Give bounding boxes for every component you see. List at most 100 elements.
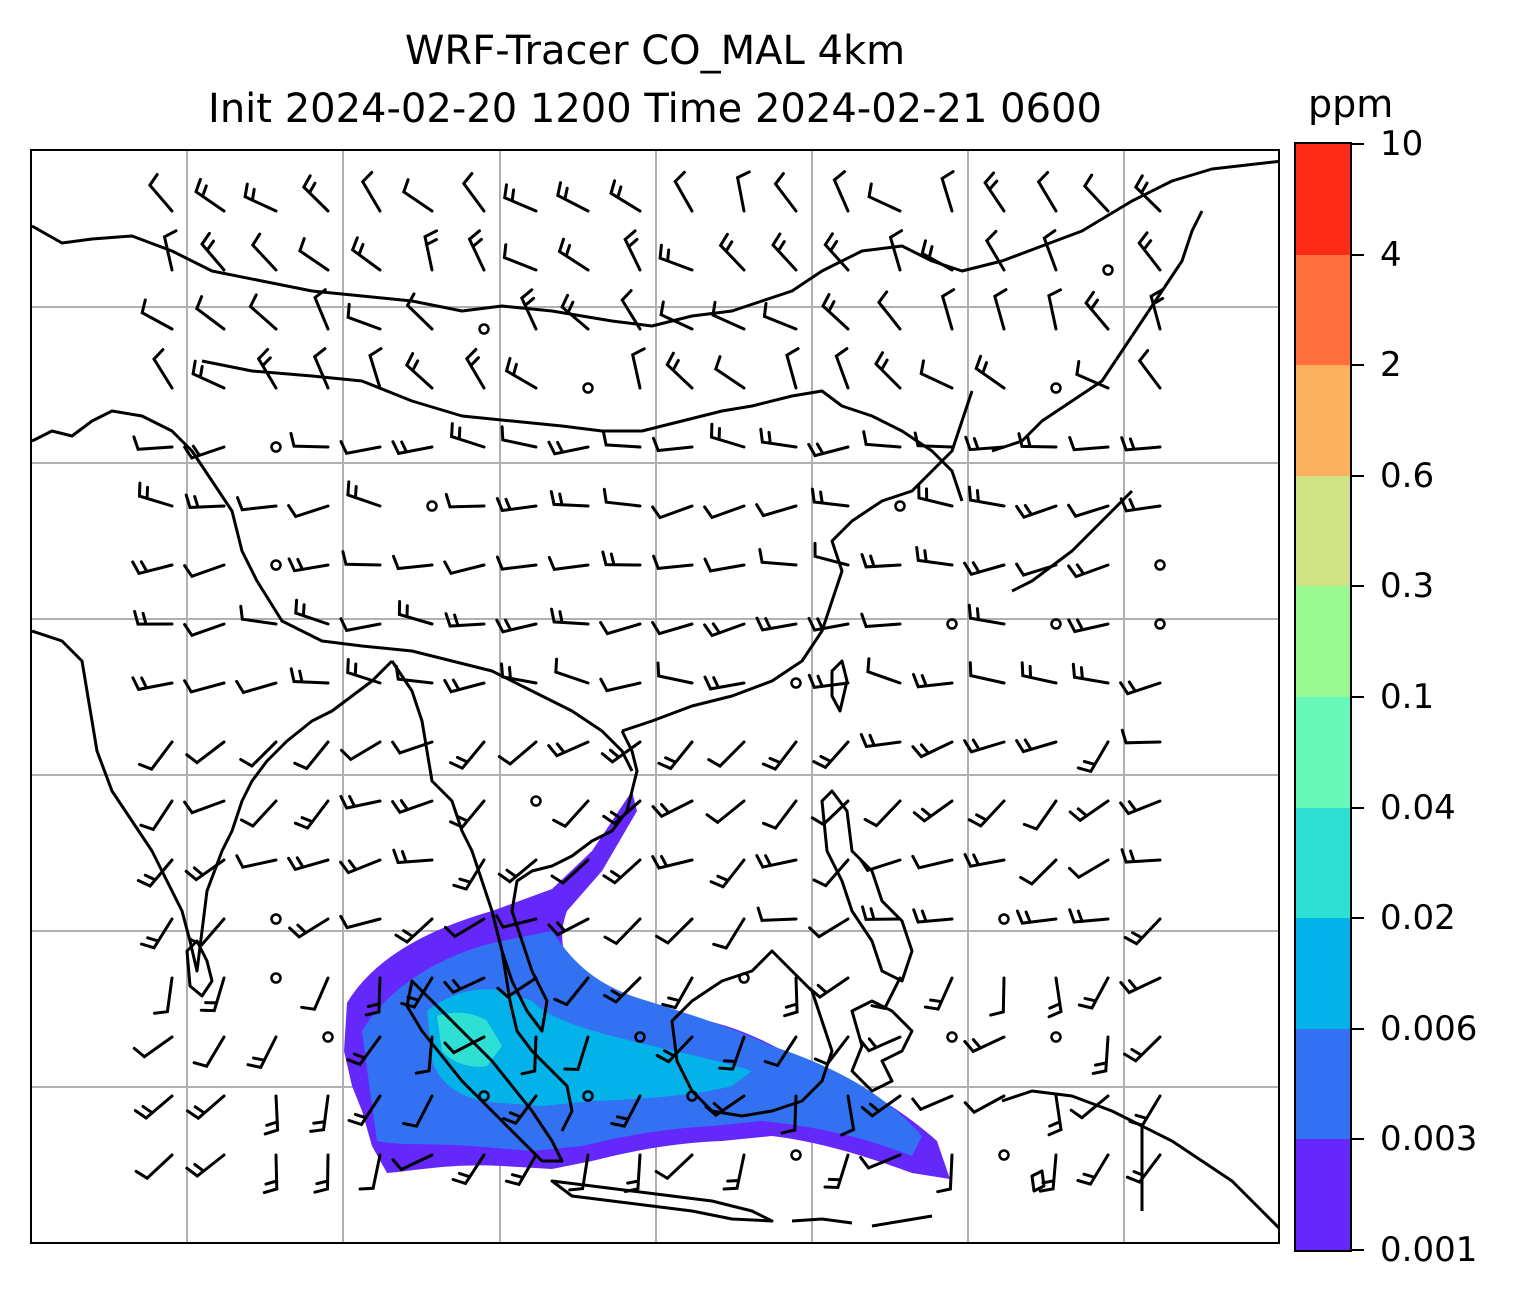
wind-barb [194, 295, 226, 331]
wind-barb [131, 560, 174, 576]
wind-barb [860, 553, 902, 569]
wind-barb [250, 232, 278, 272]
wind-barb [812, 740, 850, 770]
calm-wind-marker [1102, 264, 1114, 276]
colorbar-tick-label: 0.04 [1380, 787, 1456, 828]
wind-barb [807, 616, 850, 632]
wind-barb [967, 603, 1006, 626]
wind-barb [137, 481, 174, 508]
wind-barb [391, 1153, 434, 1172]
wind-barb [759, 427, 798, 449]
coastline-russia-north [32, 159, 1278, 328]
wind-barb [661, 976, 694, 1010]
colorbar-segment [1296, 143, 1350, 255]
wind-barb [568, 1153, 590, 1192]
wind-barb [185, 1153, 226, 1178]
wind-barb [623, 229, 642, 272]
wind-barb [993, 288, 1008, 331]
calm-wind-marker [998, 913, 1010, 925]
wind-barb [560, 293, 590, 331]
coastline-java [550, 1179, 774, 1223]
wind-barb [974, 354, 1006, 390]
wind-barb [368, 347, 383, 390]
colorbar-segment [1296, 585, 1350, 697]
wind-barb [1047, 288, 1062, 331]
wind-barb [339, 440, 382, 455]
colorbar-tick [1352, 364, 1364, 367]
wind-barb [783, 976, 799, 1018]
calm-wind-marker [998, 1149, 1010, 1161]
wind-barb [712, 917, 746, 950]
wind-barb [912, 908, 954, 924]
wind-barb [923, 976, 954, 1011]
wind-barb [443, 678, 486, 694]
wind-barb [1120, 728, 1162, 745]
wind-barb [346, 480, 382, 508]
calm-wind-marker [322, 1031, 334, 1043]
wind-barb [711, 300, 746, 331]
calm-wind-marker [790, 677, 802, 689]
wind-barb [862, 430, 902, 449]
wind-barb [771, 232, 798, 272]
wind-barb [603, 917, 642, 946]
wind-barb [550, 858, 590, 885]
wind-barb [704, 1094, 746, 1118]
calm-wind-marker [790, 1149, 802, 1161]
colorbar-tick [1352, 917, 1364, 920]
wind-barb [963, 738, 1006, 754]
wind-barb [963, 853, 1006, 868]
colorbar-segment [1296, 696, 1350, 808]
wind-barb [1015, 909, 1058, 925]
wind-barb [301, 174, 330, 213]
wind-barb [148, 173, 174, 213]
wind-barb [236, 496, 278, 512]
wind-barb [714, 355, 746, 390]
wind-barb [609, 179, 642, 213]
wind-barb [832, 170, 850, 213]
calm-wind-marker [738, 972, 750, 984]
wind-barb [866, 657, 902, 685]
map-canvas [32, 151, 1278, 1242]
wind-barb [1119, 497, 1162, 513]
wind-barb [1068, 858, 1110, 880]
wind-barb [162, 229, 178, 272]
calm-wind-marker [946, 618, 958, 630]
calm-wind-marker [1154, 559, 1166, 571]
wind-barb [449, 740, 486, 771]
coastline-central-asia [32, 409, 634, 772]
coastline-sri-lanka [185, 939, 214, 998]
wind-barb [239, 604, 278, 626]
wind-barb [1120, 848, 1162, 864]
wind-barb [397, 600, 434, 626]
map-title-line-2: Init 2024-02-20 1200 Time 2024-02-21 060… [208, 86, 1102, 132]
wind-barb [339, 794, 382, 810]
wind-barb [391, 740, 434, 755]
wind-barb [132, 1035, 174, 1059]
coastline-china-east [621, 390, 974, 733]
calm-wind-marker [270, 972, 282, 984]
coastline-new-guinea [1001, 1089, 1278, 1230]
wind-barb [1017, 432, 1058, 449]
wind-barb [294, 598, 330, 626]
wind-barb [443, 976, 486, 995]
wind-barb [867, 182, 902, 213]
wind-barb [602, 858, 642, 885]
wind-barb [870, 976, 902, 1011]
wind-barb [1042, 229, 1058, 272]
wind-barb [1068, 908, 1110, 924]
wind-barb [547, 917, 590, 937]
wind-barb [756, 906, 798, 922]
wind-barb [1137, 349, 1162, 390]
wind-barb [138, 740, 174, 772]
wind-barb [188, 917, 226, 947]
wind-barb [550, 607, 590, 626]
wind-barb [1067, 618, 1110, 634]
wind-barb [235, 854, 278, 869]
wind-barb [602, 799, 642, 826]
wind-barb [183, 563, 226, 579]
wind-barb [654, 1153, 694, 1181]
wind-barb [392, 848, 434, 865]
wind-barb [414, 1035, 434, 1075]
wind-barb [549, 490, 590, 508]
wind-barb [450, 422, 486, 449]
